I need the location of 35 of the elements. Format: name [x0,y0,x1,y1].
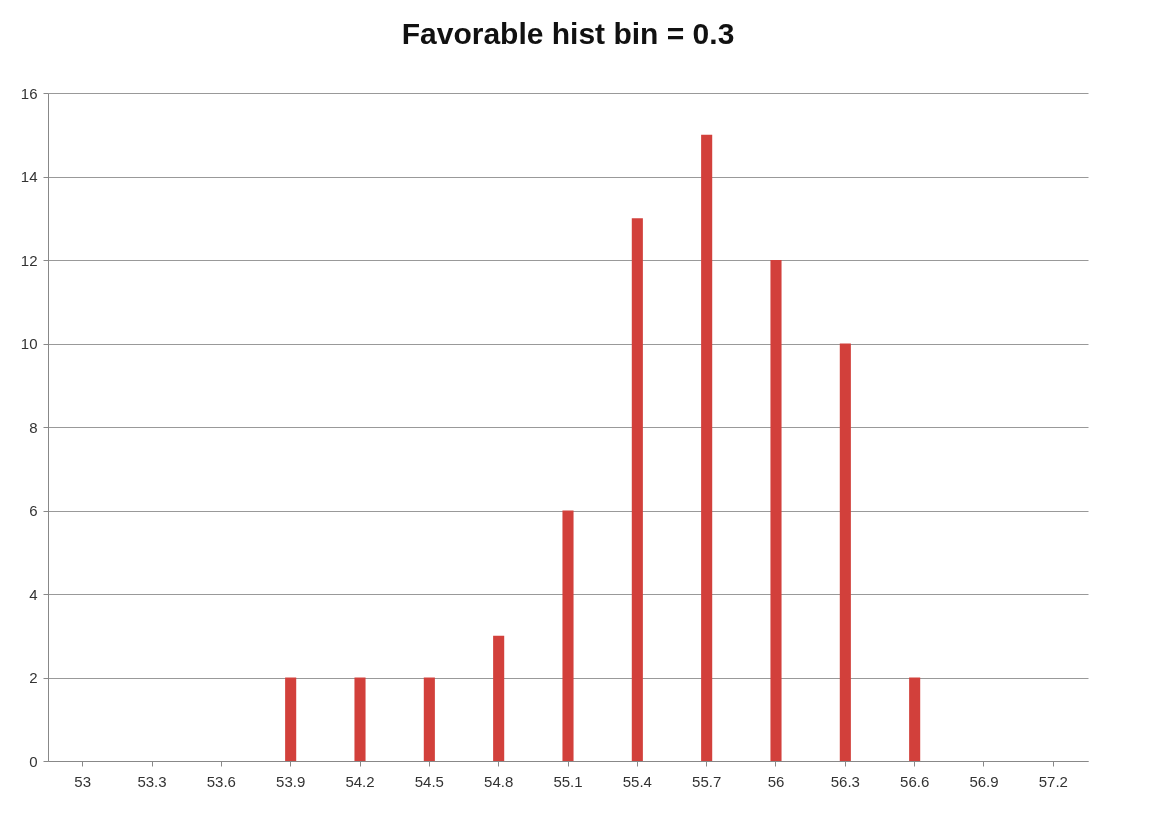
bar [493,635,505,761]
x-tick-label: 54.2 [345,772,375,790]
y-tick-label: 10 [20,335,38,352]
chart-title: Favorable hist bin = 0.3 [401,17,735,50]
x-tick-label: 53.6 [206,772,236,790]
y-tick-label: 0 [29,752,38,770]
x-tick-label: 56.9 [969,772,999,790]
y-tick-label: 8 [29,418,38,436]
x-tick-label: 56 [767,772,785,790]
y-tick-label: 12 [20,251,38,269]
y-tick-label: 4 [29,585,38,603]
x-tick-label: 54.8 [484,772,514,790]
bar [909,677,921,761]
x-tick-label: 56.3 [830,772,860,790]
bar [631,218,643,761]
x-tick-label: 55.7 [692,772,722,790]
bar [423,677,435,761]
x-tick-label: 53.9 [276,772,306,790]
bar [285,677,297,761]
x-tick-label: 55.4 [622,772,652,790]
bar [770,260,782,761]
x-tick-label: 54.5 [414,772,444,790]
x-tick-label: 53 [74,772,92,790]
x-tick-label: 56.6 [900,772,930,790]
y-tick-label: 2 [29,669,38,686]
y-tick-label: 16 [20,84,38,102]
bar [562,510,574,761]
y-tick-label: 14 [20,168,38,185]
x-tick-label: 57.2 [1038,772,1068,790]
bar [701,134,713,761]
y-tick-label: 6 [29,502,38,519]
bar [354,677,366,761]
x-tick-label: 53.3 [137,772,167,790]
bar [839,343,851,761]
x-tick-label: 55.1 [553,772,583,790]
